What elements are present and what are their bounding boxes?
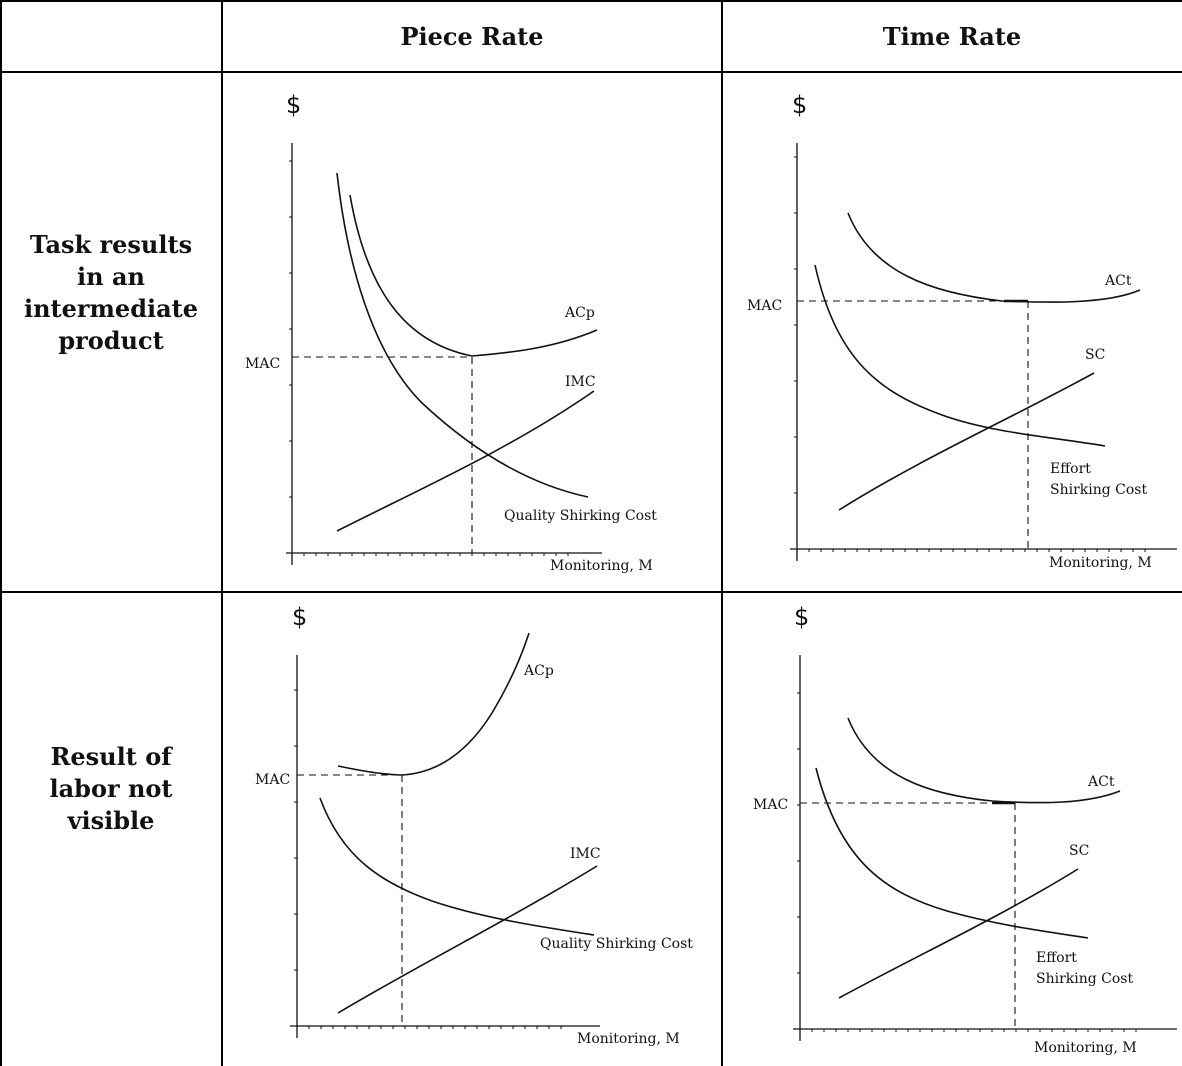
monitoring-cost-curve — [337, 865, 598, 1014]
table-border-top — [0, 0, 1182, 2]
x-axis-ticks — [303, 553, 569, 556]
average-cost-curve — [847, 717, 1121, 804]
axes — [286, 143, 602, 565]
shirking-cost-label-line-2: Shirking Cost — [1036, 971, 1133, 987]
y-axis-ticks — [794, 156, 797, 494]
axes — [793, 655, 1177, 1041]
average-cost-curve — [847, 212, 1141, 303]
x-axis-ticks — [811, 1029, 1137, 1032]
panel-time-rate-intermediate: $ MAC ACt SC Effort Shirking Cost Monito… — [747, 91, 1177, 571]
quality-shirking-cost-curve — [336, 172, 589, 498]
shirking-cost-label: Quality Shirking Cost — [504, 508, 657, 524]
y-axis-label: $ — [792, 91, 807, 119]
monitoring-cost-label: SC — [1069, 843, 1089, 859]
row-divider — [0, 591, 1182, 593]
shirking-cost-label-line-1: Effort — [1050, 461, 1091, 477]
effort-shirking-cost-curve — [815, 767, 1089, 939]
column-divider-2 — [721, 0, 723, 1066]
monitoring-cost-curve — [838, 372, 1095, 511]
x-axis-label: Monitoring, M — [1034, 1040, 1137, 1056]
panel-piece-rate-intermediate: $ MAC ACp IMC Quality Shirking Cost Moni… — [245, 91, 657, 574]
x-axis-ticks — [808, 549, 1146, 552]
x-axis-label: Monitoring, M — [1049, 555, 1152, 571]
row-header-labor-not-visible: Result of labor not visible — [49, 742, 173, 835]
panel-piece-rate-not-visible: $ MAC ACp IMC Quality Shirking Cost Moni… — [255, 603, 693, 1047]
header-divider — [0, 71, 1182, 73]
axes — [290, 655, 600, 1038]
column-divider-1 — [221, 0, 223, 1066]
monitoring-cost-label: IMC — [565, 374, 596, 390]
y-axis-ticks — [289, 160, 292, 498]
average-cost-label: ACt — [1087, 774, 1115, 790]
y-axis-label: $ — [286, 91, 301, 119]
monitoring-cost-label: SC — [1085, 347, 1105, 363]
effort-shirking-cost-curve — [814, 264, 1106, 447]
average-cost-curve — [349, 194, 598, 357]
table-border-left — [0, 0, 2, 1066]
mac-label: MAC — [753, 797, 788, 813]
monitoring-cost-curve — [838, 868, 1079, 999]
x-axis-label: Monitoring, M — [577, 1031, 680, 1047]
y-axis-ticks — [294, 689, 297, 971]
row-header-intermediate-product: Task results in an intermediate product — [23, 230, 199, 355]
x-axis-ticks — [308, 1026, 562, 1029]
quality-shirking-cost-curve — [319, 797, 595, 936]
column-header-piece-rate: Piece Rate — [400, 21, 544, 51]
shirking-cost-label: Quality Shirking Cost — [540, 936, 693, 952]
monitoring-cost-label: IMC — [570, 846, 601, 862]
y-axis-label: $ — [292, 603, 307, 631]
monitoring-cost-curve — [336, 390, 595, 532]
mac-label: MAC — [245, 356, 280, 372]
shirking-cost-label-line-1: Effort — [1036, 950, 1077, 966]
average-cost-label: ACt — [1104, 273, 1132, 289]
mac-label: MAC — [747, 298, 782, 314]
mac-label: MAC — [255, 772, 290, 788]
average-cost-curve — [337, 632, 530, 776]
y-axis-ticks — [797, 692, 800, 974]
panel-time-rate-not-visible: $ MAC ACt SC Effort Shirking Cost Monito… — [753, 603, 1177, 1056]
y-axis-label: $ — [794, 603, 809, 631]
column-header-time-rate: Time Rate — [882, 21, 1022, 51]
axes — [790, 143, 1177, 561]
average-cost-label: ACp — [564, 305, 595, 321]
shirking-cost-label-line-2: Shirking Cost — [1050, 482, 1147, 498]
x-axis-label: Monitoring, M — [550, 558, 653, 574]
average-cost-label: ACp — [523, 663, 554, 679]
